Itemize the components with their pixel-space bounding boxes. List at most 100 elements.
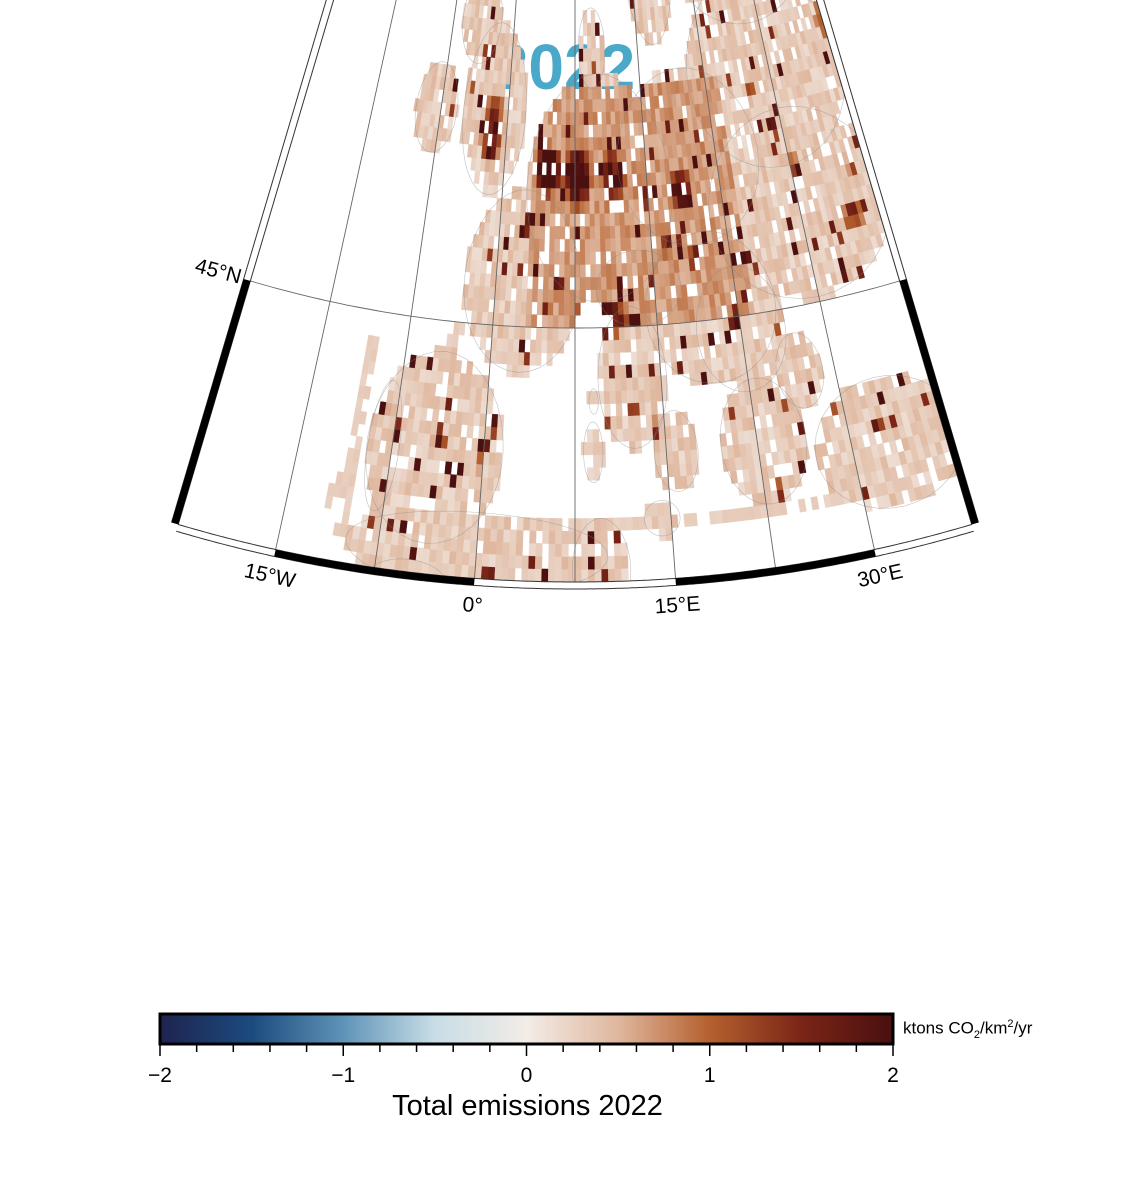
emission-cell <box>444 460 453 475</box>
emission-cell <box>611 276 618 290</box>
emission-cell <box>545 174 552 189</box>
emission-cell <box>606 289 613 303</box>
emission-cell <box>324 494 334 510</box>
emission-cell <box>606 136 613 150</box>
emission-cell <box>621 148 627 163</box>
emission-cell <box>642 363 650 378</box>
emission-cell <box>515 288 523 302</box>
emission-cell <box>602 149 609 163</box>
emission-cell <box>507 338 515 353</box>
emission-cell <box>523 237 530 252</box>
emission-cell <box>466 424 474 439</box>
emission-cell <box>515 122 522 137</box>
emission-cell <box>542 517 550 532</box>
emission-cell <box>447 563 456 578</box>
emission-cell <box>605 263 612 277</box>
emission-cell <box>594 225 601 240</box>
emission-cell <box>632 389 640 404</box>
emission-cell <box>343 498 353 513</box>
emission-cell <box>371 335 380 350</box>
emission-cell <box>671 437 679 452</box>
emission-cell <box>610 415 618 430</box>
emission-cell <box>599 47 605 62</box>
emission-cell <box>520 199 527 213</box>
emission-cell <box>570 99 576 113</box>
emission-cell <box>494 566 503 581</box>
emission-cell <box>523 352 531 366</box>
emission-cell <box>606 123 612 138</box>
emission-cell <box>519 313 527 328</box>
emission-cell <box>493 477 501 492</box>
emission-cell <box>578 48 584 62</box>
emission-cell <box>628 427 636 442</box>
emission-cell <box>501 350 508 365</box>
emission-cell <box>922 470 933 485</box>
emission-cell <box>535 200 542 214</box>
emission-cell <box>607 161 614 176</box>
emission-cell <box>629 135 636 149</box>
emission-cell <box>627 186 634 200</box>
emission-cell <box>707 332 716 346</box>
emission-cell <box>558 315 565 329</box>
emission-cell <box>604 212 611 227</box>
colorbar-tick-label: 0 <box>521 1064 533 1087</box>
emission-cell <box>561 556 569 570</box>
emission-cell <box>527 568 536 582</box>
emission-cell <box>589 213 596 227</box>
emission-cell <box>628 300 635 315</box>
emission-cell <box>579 86 585 100</box>
emission-cell <box>586 429 594 443</box>
emission-cell <box>534 225 541 239</box>
emission-cell <box>555 162 562 176</box>
emission-cell <box>634 313 642 327</box>
emission-cell <box>618 97 625 112</box>
emission-cell <box>689 512 698 527</box>
emission-cell <box>506 262 514 276</box>
emission-cell <box>584 162 590 176</box>
emission-cell <box>513 326 521 340</box>
emission-cell <box>579 150 585 164</box>
emission-cell <box>508 236 515 251</box>
emission-cell <box>553 289 560 303</box>
emission-cell <box>688 257 696 272</box>
emission-cell <box>560 149 566 164</box>
emission-cell <box>620 377 628 391</box>
emission-cell <box>574 188 581 202</box>
emission-cell <box>532 263 539 277</box>
emission-cell <box>574 226 581 240</box>
emission-cell <box>555 149 562 164</box>
emission-cell <box>632 186 639 200</box>
emission-cell <box>599 35 605 49</box>
emission-cell <box>581 543 589 557</box>
emission-cell <box>627 415 635 429</box>
emission-cell <box>528 542 537 557</box>
emission-cell <box>528 250 535 264</box>
emission-cell <box>542 301 549 316</box>
emission-cell <box>554 569 562 582</box>
emission-cell <box>592 391 599 405</box>
emission-cell <box>505 198 512 212</box>
emission-cell <box>514 211 521 226</box>
emission-cell <box>556 137 562 151</box>
emission-cell <box>490 426 498 441</box>
emission-cell <box>653 451 662 466</box>
emission-cell <box>901 370 912 386</box>
emission-cell <box>509 300 517 314</box>
emission-cell <box>618 326 626 341</box>
emission-cell <box>478 119 486 134</box>
emission-cell <box>520 301 527 315</box>
emission-cell <box>624 212 631 226</box>
emission-cell <box>546 149 553 163</box>
emission-cell <box>511 262 519 276</box>
emission-cell <box>570 111 576 125</box>
emission-cell <box>399 519 408 534</box>
emission-cell <box>489 159 496 173</box>
emission-cell <box>613 530 621 544</box>
emission-cell <box>613 85 620 99</box>
emission-cell <box>633 287 640 302</box>
emission-cell <box>637 363 644 378</box>
emission-cell <box>519 212 526 226</box>
emission-cell <box>537 136 544 150</box>
emission-cell <box>591 73 597 87</box>
emission-cell <box>490 515 499 530</box>
